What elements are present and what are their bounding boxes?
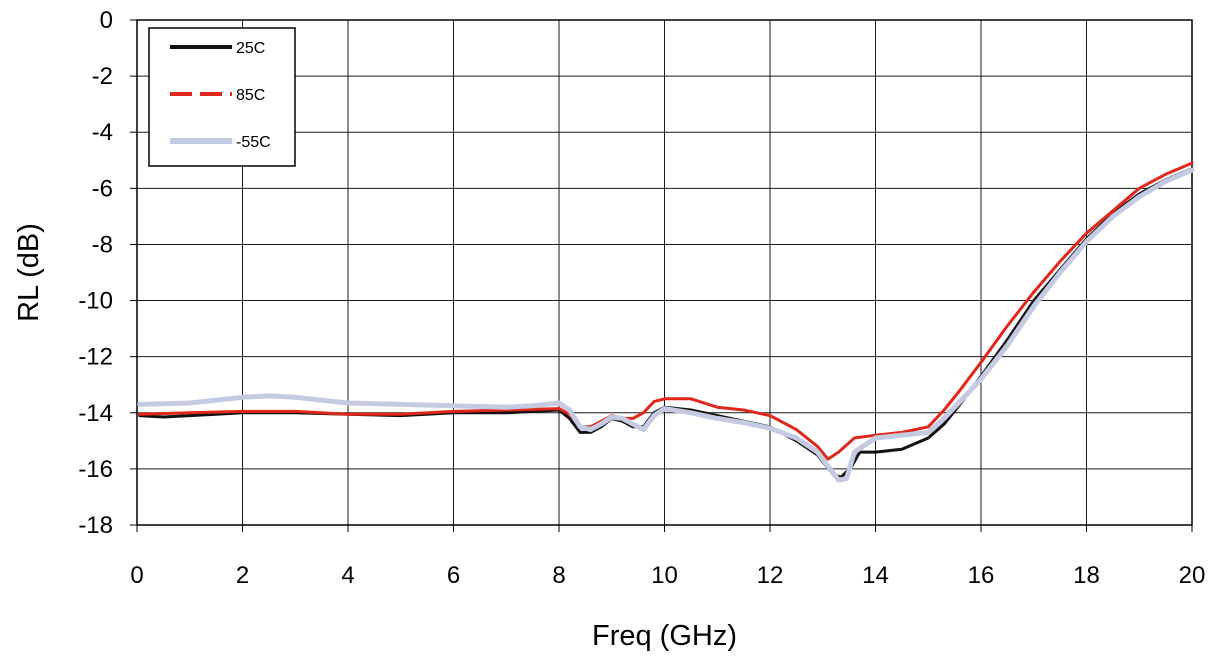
series-line-55c [137,167,1195,483]
y-tick-label: -8 [92,231,113,258]
series-line-25c [138,167,1194,479]
y-tick-label: -10 [78,288,113,315]
y-tick-label: -4 [92,119,113,146]
y-tick-label: -16 [78,456,113,483]
legend: 25C 85C -55C [148,27,296,167]
y-tick-label: -12 [78,344,113,371]
series-lines [137,161,1195,483]
x-tick-label: 18 [1073,562,1100,589]
x-tick-label: 2 [236,562,249,589]
x-tick-label: 6 [447,562,460,589]
x-tick-label: 14 [862,562,889,589]
x-tick-label: 20 [1179,562,1206,589]
x-tick-label: 16 [968,562,995,589]
y-tick-label: -18 [78,512,113,539]
legend-label: -55C [236,134,271,151]
x-tick-label: 8 [552,562,565,589]
x-tick-label: 12 [757,562,784,589]
legend-label: 85C [236,87,265,104]
y-tick-label: -6 [92,175,113,202]
x-axis-label: Freq (GHz) [592,620,737,652]
tick-labels: 0 2 4 6 8 10 12 14 16 18 20 0 -2 -4 -6 -8 -10 -12 -14 -16 -1… [78,7,1205,589]
x-tick-label: 0 [130,562,143,589]
legend-label: 25C [236,40,265,57]
series-line-85c [138,161,1194,461]
y-tick-label: -2 [92,63,113,90]
y-tick-label: -14 [78,400,113,427]
y-axis-label: RL (dB) [13,223,45,322]
x-tick-label: 10 [651,562,678,589]
x-tick-label: 4 [341,562,354,589]
y-tick-label: 0 [100,7,113,34]
